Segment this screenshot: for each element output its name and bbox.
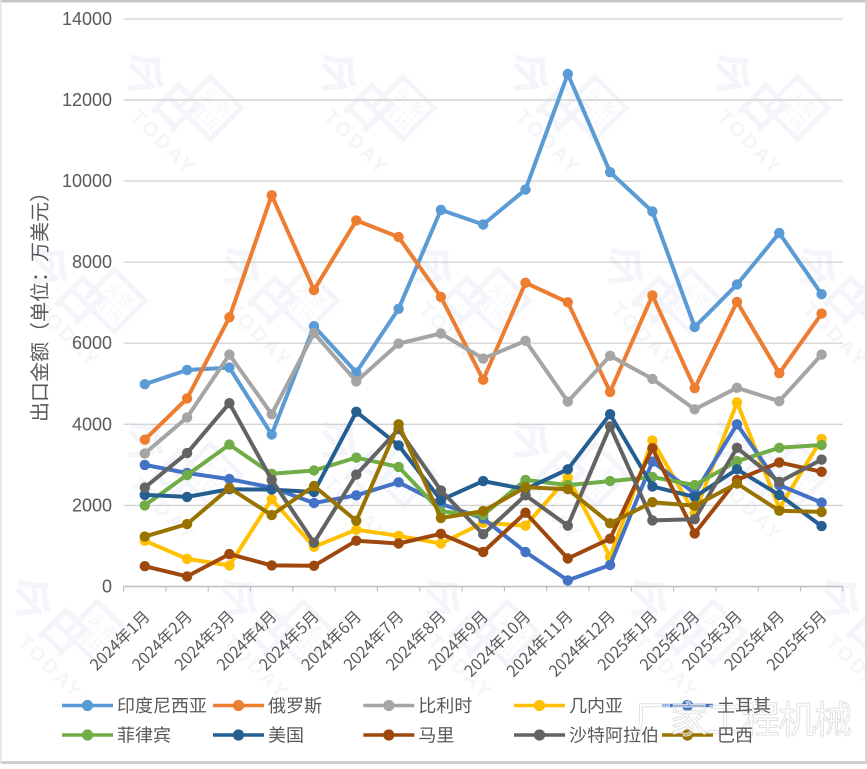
svg-text:4000: 4000 [72, 414, 112, 434]
svg-text:2000: 2000 [72, 495, 112, 515]
svg-text:0: 0 [102, 577, 112, 597]
svg-text:12000: 12000 [62, 90, 112, 110]
svg-text:10000: 10000 [62, 171, 112, 191]
svg-text:8000: 8000 [72, 252, 112, 272]
svg-text:14000: 14000 [62, 9, 112, 29]
svg-text:6000: 6000 [72, 333, 112, 353]
